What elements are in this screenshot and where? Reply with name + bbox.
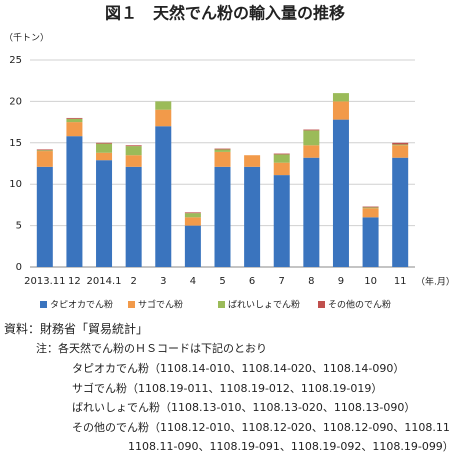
bar-segment <box>273 154 290 163</box>
y-tick-label: 5 <box>16 221 22 232</box>
bar-segment <box>184 212 201 214</box>
bar-segment <box>332 93 349 102</box>
bar-segment <box>362 208 379 218</box>
legend-label: その他のでん粉 <box>328 299 391 311</box>
x-tick-label: 12 <box>68 276 81 287</box>
bar-segment <box>244 166 261 267</box>
bar-segment <box>303 157 320 267</box>
chart-title: 図１ 天然でん粉の輸入量の推移 <box>105 4 345 23</box>
y-tick-label: 10 <box>9 179 22 190</box>
bar-segment <box>303 145 320 158</box>
bar-segment <box>155 109 172 127</box>
bar-segment <box>96 143 113 153</box>
bar-segment <box>332 101 349 120</box>
bar-segment <box>125 145 142 147</box>
y-unit: （千トン） <box>4 33 49 44</box>
bar-segment <box>96 142 113 144</box>
bar-segment <box>66 118 83 123</box>
x-tick-label: 3 <box>160 276 166 287</box>
bar-segment <box>392 157 409 267</box>
bar-segment <box>36 151 53 167</box>
bar-segment <box>66 117 83 119</box>
bar-segment <box>125 155 142 167</box>
bar-segment <box>214 148 231 150</box>
legend-label: ばれいしょでん粉 <box>228 299 300 311</box>
note: 注：各天然でん粉のＨＳコードは下記のとおり <box>36 342 267 355</box>
bar-segment <box>303 130 320 146</box>
x-tick-label: 2014.1 <box>87 276 122 287</box>
legend-swatch <box>218 301 225 308</box>
legend-swatch <box>128 301 135 308</box>
bar-segment <box>184 217 201 226</box>
x-tick-label: 6 <box>249 276 255 287</box>
bar-segment <box>66 122 83 137</box>
x-tick-label: 8 <box>308 276 314 287</box>
bar-segment <box>303 129 320 131</box>
bar-segment <box>36 166 53 267</box>
note-line: タピオカでん粉（1108.14-010、1108.14-020、1108.14-… <box>72 362 405 375</box>
bar-segment <box>392 142 409 145</box>
legend-swatch <box>318 301 325 308</box>
x-tick-label: 11 <box>394 276 407 287</box>
bar-segment <box>392 145 409 158</box>
bar-segment <box>214 151 231 167</box>
x-tick-label: 9 <box>338 276 344 287</box>
bar-segment <box>36 150 53 152</box>
bar-segment <box>155 101 172 110</box>
bar-segment <box>273 175 290 267</box>
chart: 図１ 天然でん粉の輸入量の推移 （千トン） （年.月） 051015202520… <box>4 4 450 311</box>
bar-segment <box>244 155 261 167</box>
x-tick-label: 7 <box>279 276 285 287</box>
bar-segment <box>184 225 201 267</box>
bar-segment <box>125 146 142 156</box>
y-tick-label: 25 <box>9 55 22 66</box>
legend-label: タピオカでん粉 <box>50 299 113 311</box>
y-tick-label: 15 <box>9 138 22 149</box>
bar-segment <box>184 213 201 218</box>
bar-segment <box>66 136 83 267</box>
bar-segment <box>273 153 290 155</box>
bar-segment <box>125 166 142 267</box>
legend-label: サゴでん粉 <box>138 299 183 311</box>
y-tick-label: 0 <box>16 262 22 273</box>
bar-segment <box>155 126 172 268</box>
bar-segment <box>214 166 231 267</box>
source: 資料：財務省「貿易統計」 <box>4 322 149 336</box>
note-line: 1108.11-090、1108.19-091、1108.19-092、1108… <box>128 440 450 453</box>
note-line: ばれいしょでん粉（1108.13-010、1108.13-020、1108.13… <box>72 401 416 414</box>
bar-segment <box>332 119 349 267</box>
legend-swatch <box>40 301 47 308</box>
x-unit: （年.月） <box>416 276 450 288</box>
x-tick-label: 2013.11 <box>24 276 65 287</box>
bar-segment <box>96 160 113 267</box>
bar-segment <box>392 144 409 146</box>
bar-segment <box>362 217 379 267</box>
bar-segment <box>273 162 290 176</box>
bar-segment <box>214 149 231 152</box>
note-line: サゴでん粉（1108.19-011、1108.19-012、1108.19-01… <box>72 381 383 395</box>
y-tick-label: 20 <box>9 96 22 107</box>
x-tick-label: 4 <box>190 276 196 287</box>
bar-segment <box>36 149 53 151</box>
bar-segment <box>362 206 379 208</box>
x-tick-label: 5 <box>219 276 225 287</box>
note-line: その他のでん粉（1108.12-010、1108.12-020、1108.12-… <box>72 420 450 434</box>
bar-segment <box>362 207 379 209</box>
bar-segment <box>96 152 113 161</box>
x-tick-label: 10 <box>364 276 377 287</box>
x-tick-label: 2 <box>130 276 136 287</box>
